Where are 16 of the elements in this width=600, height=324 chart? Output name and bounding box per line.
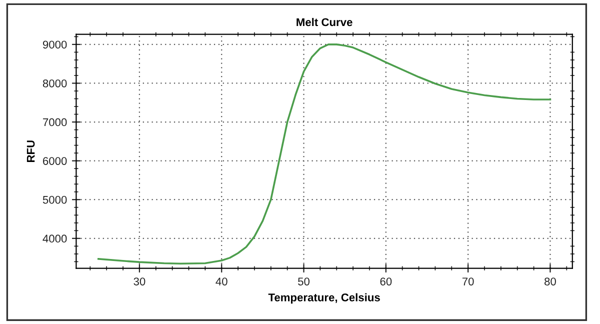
- y-tick-label: 4000: [42, 234, 67, 243]
- y-tick-label: 5000: [42, 196, 67, 204]
- line-series: [97, 44, 552, 265]
- x-tick-label: 70: [462, 278, 474, 286]
- y-tick-label: 6000: [43, 157, 67, 165]
- x-tick-label: 40: [216, 278, 228, 286]
- x-tick-label: 50: [298, 278, 310, 286]
- y-tick-label: 8000: [42, 79, 67, 88]
- x-tick-label: 60: [380, 278, 392, 286]
- y-tick-label: 9000: [42, 40, 67, 49]
- y-tick-label: 7000: [43, 118, 67, 126]
- chart-title: Melt Curve: [296, 18, 352, 26]
- y-axis-title: RFU: [26, 140, 35, 162]
- x-axis-title: Temperature, Celsius: [268, 293, 380, 304]
- x-tick-label: 30: [134, 278, 146, 286]
- x-tick-label: 80: [544, 278, 556, 286]
